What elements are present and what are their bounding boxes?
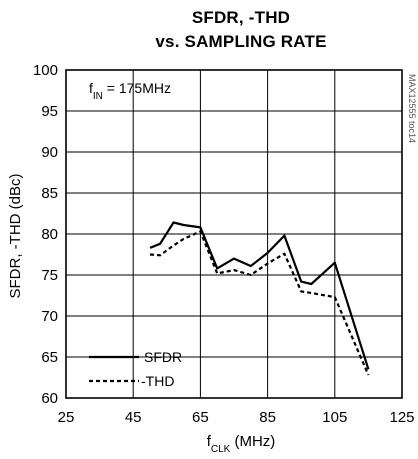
- y-tick-label: 95: [41, 103, 58, 120]
- series-line-thd: [149, 230, 370, 376]
- chart-title-line2: vs. SAMPLING RATE: [155, 32, 326, 51]
- y-tick-label: 65: [41, 349, 58, 366]
- x-tick-label: 125: [389, 409, 414, 426]
- series-layer: [149, 221, 370, 376]
- y-tick-label: 90: [41, 144, 58, 161]
- x-tick-label: 45: [125, 409, 142, 426]
- y-tick-label: 75: [41, 267, 58, 284]
- series-line-sfdr: [149, 221, 370, 370]
- x-tick-label: 85: [259, 409, 276, 426]
- x-axis-label: fCLK (MHz): [207, 433, 276, 455]
- y-tick-label: 60: [41, 390, 58, 407]
- legend-label-thd: -THD: [141, 373, 174, 389]
- grid: [66, 70, 402, 398]
- x-tick-label: 25: [58, 409, 75, 426]
- y-tick-label: 80: [41, 226, 58, 243]
- tick-labels: 25 45 65 85 105 125 60 65 70 75 80 85 90 95 100: [33, 62, 415, 426]
- y-tick-label: 70: [41, 308, 58, 325]
- chart-title-line1: SFDR, -THD: [192, 8, 290, 27]
- plot-frame: [65, 69, 403, 399]
- x-tick-label: 65: [192, 409, 209, 426]
- x-tick-label: 105: [322, 409, 347, 426]
- legend: SFDR -THD: [89, 349, 182, 389]
- y-tick-label: 85: [41, 185, 58, 202]
- input-frequency-annotation: fIN = 175MHz: [89, 80, 171, 102]
- y-tick-label: 100: [33, 62, 58, 79]
- legend-label-sfdr: SFDR: [144, 349, 182, 365]
- figure-id-watermark: MAX12555 toc14: [407, 74, 417, 143]
- y-axis-label: SFDR, -THD (dBc): [7, 174, 24, 299]
